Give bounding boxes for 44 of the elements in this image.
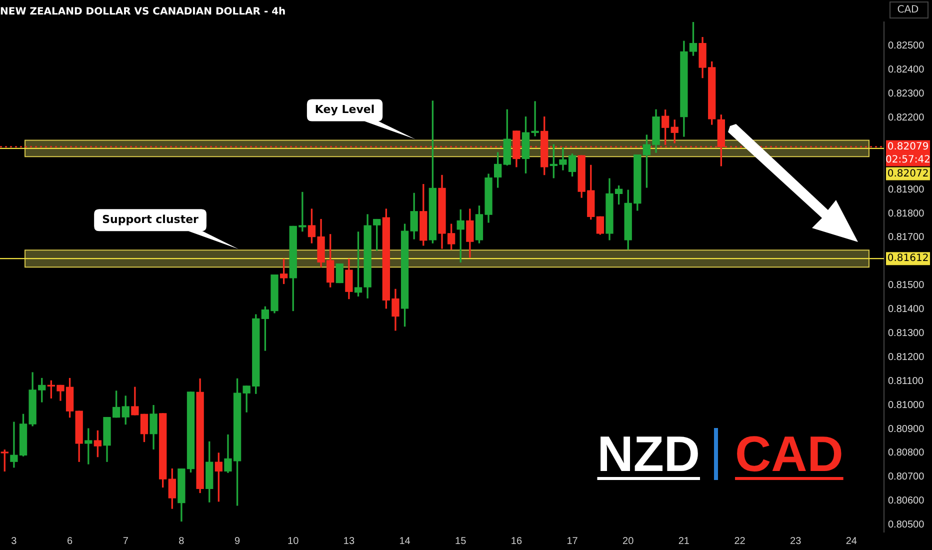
y-tick-label: 0.81100 <box>888 376 924 387</box>
x-tick-label: 13 <box>343 536 355 547</box>
x-tick-label: 8 <box>178 536 185 547</box>
y-tick-label: 0.81000 <box>888 400 925 411</box>
x-tick-label: 10 <box>288 536 300 547</box>
x-tick-label: 6 <box>67 536 74 547</box>
y-axis-title: CAD <box>897 4 920 16</box>
y-tick-label: 0.80500 <box>888 520 925 531</box>
y-tick-label: 0.82500 <box>888 40 925 52</box>
chart-title: NEW ZEALAND DOLLAR VS CANADIAN DOLLAR - 4h <box>0 6 286 18</box>
x-tick-label: 24 <box>846 536 858 547</box>
y-tick-label: 0.81300 <box>888 328 925 340</box>
ref-line-label: 0.81612 <box>887 253 929 264</box>
y-tick-label: 0.80800 <box>888 448 925 459</box>
band-label: Support cluster <box>102 213 200 226</box>
x-tick-label: 21 <box>678 536 690 547</box>
y-tick-label: 0.81800 <box>888 208 925 220</box>
x-tick-label: 7 <box>122 536 129 547</box>
x-tick-label: 20 <box>622 536 634 547</box>
x-tick-label: 3 <box>11 536 18 547</box>
x-tick-label: 23 <box>790 536 802 547</box>
band-label: Key Level <box>314 103 375 116</box>
text: 02:57:42 <box>886 154 930 166</box>
ref-line-label: 0.82079 <box>887 141 929 152</box>
annotation: CAD <box>735 425 844 484</box>
y-tick-label: 0.82300 <box>888 88 925 100</box>
x-tick-label: 9 <box>234 536 241 547</box>
annotation: NZD <box>597 425 700 484</box>
y-tick-label: 0.82400 <box>888 64 925 76</box>
x-tick-label: 15 <box>455 536 467 547</box>
x-tick-label: 22 <box>734 536 746 547</box>
y-tick-label: 0.81700 <box>888 232 925 244</box>
ref-line-label: 0.82072 <box>887 168 929 180</box>
y-tick-label: 0.80900 <box>888 424 925 435</box>
x-tick-label: 14 <box>399 536 411 547</box>
y-tick-label: 0.80600 <box>888 496 925 507</box>
y-tick-label: 0.80700 <box>888 472 925 483</box>
y-tick-label: 0.81400 <box>888 304 925 316</box>
x-tick-label: 17 <box>566 536 578 547</box>
x-tick-label: 16 <box>510 536 522 547</box>
y-tick-label: 0.81500 <box>888 280 925 292</box>
y-tick-label: 0.81900 <box>888 184 925 196</box>
y-tick-label: 0.82200 <box>888 112 925 124</box>
y-tick-label: 0.81200 <box>888 352 925 363</box>
